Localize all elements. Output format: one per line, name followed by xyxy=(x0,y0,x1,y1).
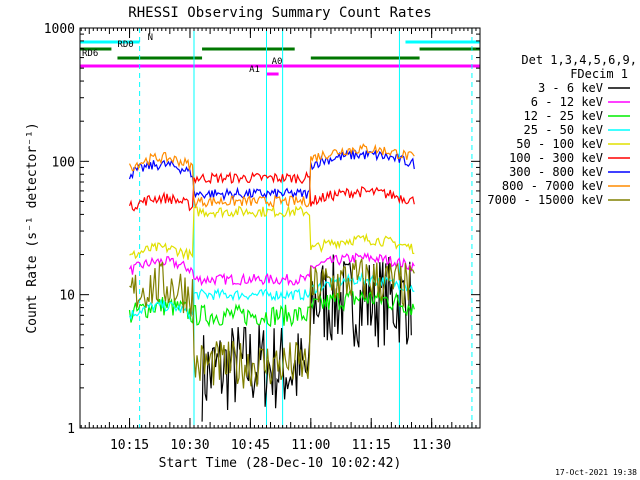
series-line xyxy=(128,252,415,287)
series-line xyxy=(128,143,415,209)
y-tick-label: 1000 xyxy=(44,22,75,37)
x-tick-label: 11:30 xyxy=(412,438,451,453)
series-line xyxy=(128,289,415,328)
legend-label: 6 - 12 keV xyxy=(531,95,603,109)
series-line xyxy=(128,170,415,212)
flag-bar-label: A0 xyxy=(272,57,283,67)
flag-bar-label: RD6 xyxy=(82,49,98,59)
series-line xyxy=(128,271,415,321)
legend-label: 12 - 25 keV xyxy=(524,109,603,123)
legend-label: 100 - 300 keV xyxy=(509,151,603,165)
series-line xyxy=(129,204,415,260)
legend-label: 300 - 800 keV xyxy=(509,165,603,179)
x-tick-label: 11:15 xyxy=(352,438,391,453)
x-tick-label: 11:00 xyxy=(291,438,330,453)
y-tick-label: 1 xyxy=(67,422,75,437)
legend-label: 7000 - 15000 keV xyxy=(487,193,603,207)
chart-title: RHESSI Observing Summary Count Rates xyxy=(128,5,431,21)
x-tick-label: 10:45 xyxy=(231,438,270,453)
y-axis-label: Count Rate (s⁻¹ detector⁻¹) xyxy=(25,122,40,333)
legend-label: 50 - 100 keV xyxy=(516,137,603,151)
series-line xyxy=(129,258,415,389)
legend-label: 25 - 50 keV xyxy=(524,123,603,137)
legend-label: 800 - 7000 keV xyxy=(502,179,603,193)
flag-bar-label: RD0 xyxy=(117,40,133,50)
x-axis: 10:15 10:30 10:45 11:00 11:15 11:30 xyxy=(80,28,481,453)
footer-timestamp: 17-Oct-2021 19:38 xyxy=(555,468,637,477)
flag-bars: N RD0 RD6 A0 A1 xyxy=(80,33,480,76)
x-tick-label: 10:15 xyxy=(110,438,149,453)
flag-bar-label: A1 xyxy=(249,65,260,75)
legend-header-line-1: Det 1,3,4,5,6,9, xyxy=(521,53,637,67)
y-tick-label: 100 xyxy=(52,155,75,170)
x-tick-label: 10:30 xyxy=(170,438,209,453)
series-lines xyxy=(128,143,415,422)
legend-label: 3 - 6 keV xyxy=(538,81,603,95)
y-tick-label: 10 xyxy=(59,289,75,304)
plot-frame xyxy=(79,27,481,429)
series-line xyxy=(128,149,415,202)
legend-header-line-2: FDecim 1 xyxy=(570,67,628,81)
x-axis-label: Start Time (28-Dec-10 10:02:42) xyxy=(159,456,402,471)
y-axis: 1 10 100 1000 xyxy=(44,22,480,437)
flag-bar-label: N xyxy=(148,33,153,43)
